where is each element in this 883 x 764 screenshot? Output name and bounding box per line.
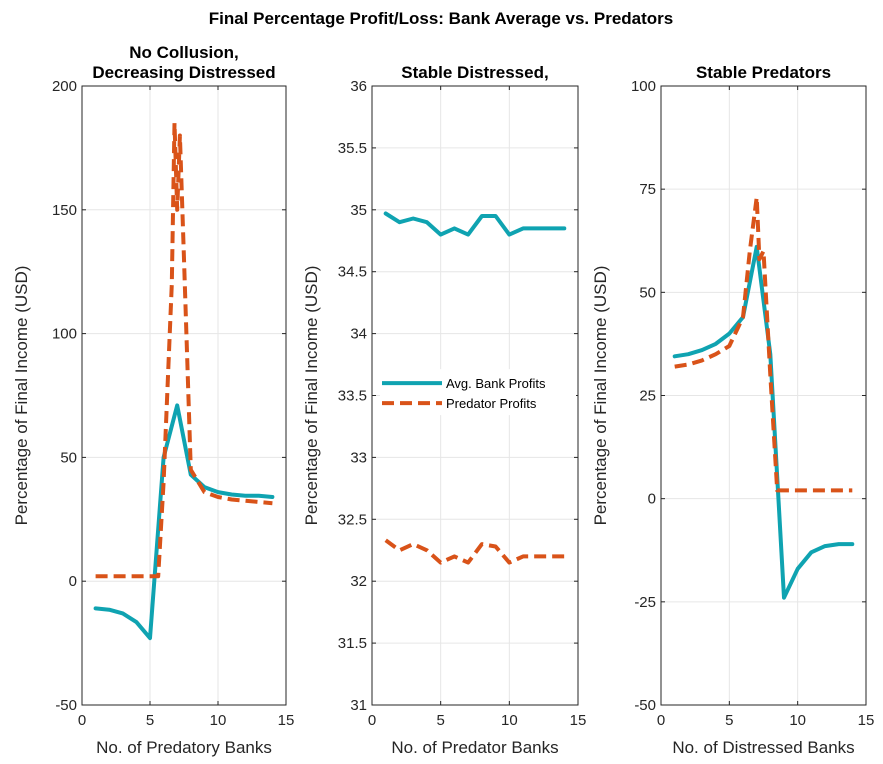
chart-panel-3: 0 5 10 15 -50 -25 0 25 50 75 100 No. of Distressed … [591,63,874,757]
x-tick-label: 15 [278,712,295,729]
x-tick-label: 0 [657,712,665,729]
y-tick-label: 75 [639,181,656,198]
legend-box [380,369,576,416]
y-tick-label: 34 [350,326,367,343]
chart-panel-2: 0 5 10 15 31 31.5 32 32.5 33 33.5 34 34.5 35 35.5 36 No… [302,63,586,757]
series-line-bank [93,403,275,641]
x-axis-label: No. of Distressed Banks [672,738,854,757]
series-line-bank [383,211,567,237]
y-tick-label: 31 [350,697,367,714]
panel-title: Stable Distressed, [401,63,548,82]
x-axis-label: No. of Predatory Banks [96,738,272,757]
y-tick-label: 35 [350,202,367,219]
y-tick-label: 35.5 [338,140,367,157]
y-tick-label: -50 [634,697,656,714]
y-tick-label: 150 [52,202,77,219]
axes-frame [81,85,287,706]
y-tick-label: 200 [52,78,77,95]
y-tick-label: 32 [350,573,367,590]
y-tick-label: 50 [639,284,656,301]
panel-title: Stable Predators [696,63,831,82]
series-line-predator [674,195,853,493]
y-tick-label: 33.5 [338,388,367,405]
y-axis-label: Percentage of Final Income (USD) [302,266,321,526]
x-tick-label: 15 [570,712,587,729]
y-tick-label: 0 [648,491,656,508]
y-tick-label: -25 [634,594,656,611]
series-line-predator [384,538,565,565]
panel-title: Decreasing Distressed [92,63,275,82]
y-tick-label: 34.5 [338,264,367,281]
y-tick-label: 50 [60,449,77,466]
y-tick-label: 100 [631,78,656,95]
y-tick-label: 32.5 [338,511,367,528]
x-tick-label: 5 [725,712,733,729]
y-tick-label: 100 [52,326,77,343]
x-tick-label: 10 [210,712,227,729]
x-tick-label: 5 [146,712,154,729]
series-line-bank [672,244,855,600]
x-tick-label: 5 [436,712,444,729]
legend: Avg. Bank Profits Predator Profits [380,369,576,416]
y-tick-label: 33 [350,449,367,466]
x-tick-label: 0 [78,712,86,729]
x-axis-label: No. of Predator Banks [391,738,558,757]
y-tick-label: 36 [350,78,367,95]
x-tick-label: 10 [501,712,518,729]
y-axis-label: Percentage of Final Income (USD) [591,266,610,526]
y-tick-label: 0 [69,573,77,590]
series-line-predator [95,121,273,579]
y-axis-label: Percentage of Final Income (USD) [12,266,31,526]
x-tick-label: 10 [789,712,806,729]
x-tick-label: 15 [858,712,875,729]
y-tick-label: -50 [55,697,77,714]
panel-title: No Collusion, [129,43,239,62]
y-tick-label: 31.5 [338,635,367,652]
legend-label-predator: Predator Profits [446,396,537,411]
figure-suptitle: Final Percentage Profit/Loss: Bank Avera… [209,9,674,28]
x-tick-label: 0 [368,712,376,729]
legend-label-bank: Avg. Bank Profits [446,376,546,391]
y-tick-label: 25 [639,388,656,405]
